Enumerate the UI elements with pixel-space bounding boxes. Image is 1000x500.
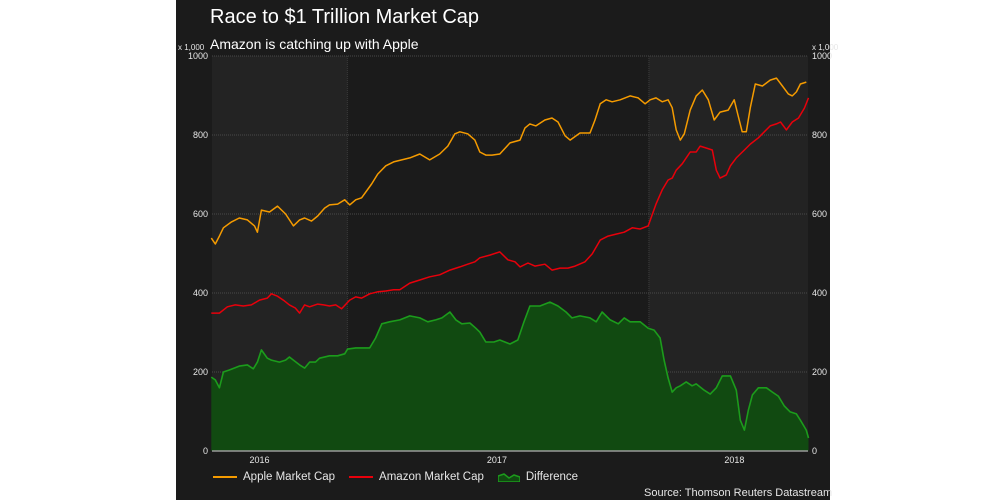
y-tick-label-right: 600 [812, 209, 827, 219]
legend-label-amazon: Amazon Market Cap [379, 471, 484, 483]
y-tick-label-right: 0 [812, 446, 817, 456]
y-tick-label-right: 1000 [812, 51, 832, 61]
legend-swatch-apple [213, 476, 237, 478]
x-tick-label: 2018 [724, 455, 744, 465]
chart-title: Race to $1 Trillion Market Cap [210, 6, 480, 28]
legend-item-amazon: Amazon Market Cap [349, 471, 484, 483]
y-tick-label-left: 400 [193, 288, 208, 298]
apple-market-cap-line [210, 77, 807, 245]
legend-label-difference: Difference [525, 471, 579, 483]
chart-legend: Apple Market Cap Amazon Market Cap Diffe… [213, 469, 592, 485]
y-unit-label-right: x 1,000 [812, 43, 839, 52]
difference-line [210, 301, 810, 439]
legend-label-apple: Apple Market Cap [243, 471, 336, 483]
y-tick-label-left: 800 [193, 130, 208, 140]
legend-swatch-amazon [349, 476, 374, 478]
y-tick-label-right: 200 [812, 367, 827, 377]
source-note: Source: Thomson Reuters Datastream [644, 487, 833, 499]
legend-swatch-difference [497, 473, 520, 482]
x-tick-label: 2017 [487, 455, 507, 465]
chart-subtitle: Amazon is catching up with Apple [210, 36, 419, 52]
y-tick-label-left: 0 [203, 446, 208, 456]
y-tick-label-right: 800 [812, 130, 827, 140]
difference-area [211, 302, 809, 451]
y-unit-label-left: x 1,000 [178, 43, 205, 52]
x-tick-label: 2016 [249, 455, 269, 465]
y-tick-label-left: 200 [193, 367, 208, 377]
y-tick-label-right: 400 [812, 288, 827, 298]
y-tick-label-left: 600 [193, 209, 208, 219]
amazon-market-cap-line [211, 97, 810, 314]
legend-item-difference: Difference [497, 471, 579, 483]
legend-item-apple: Apple Market Cap [213, 471, 335, 483]
y-tick-label-left: 1000 [188, 51, 208, 61]
